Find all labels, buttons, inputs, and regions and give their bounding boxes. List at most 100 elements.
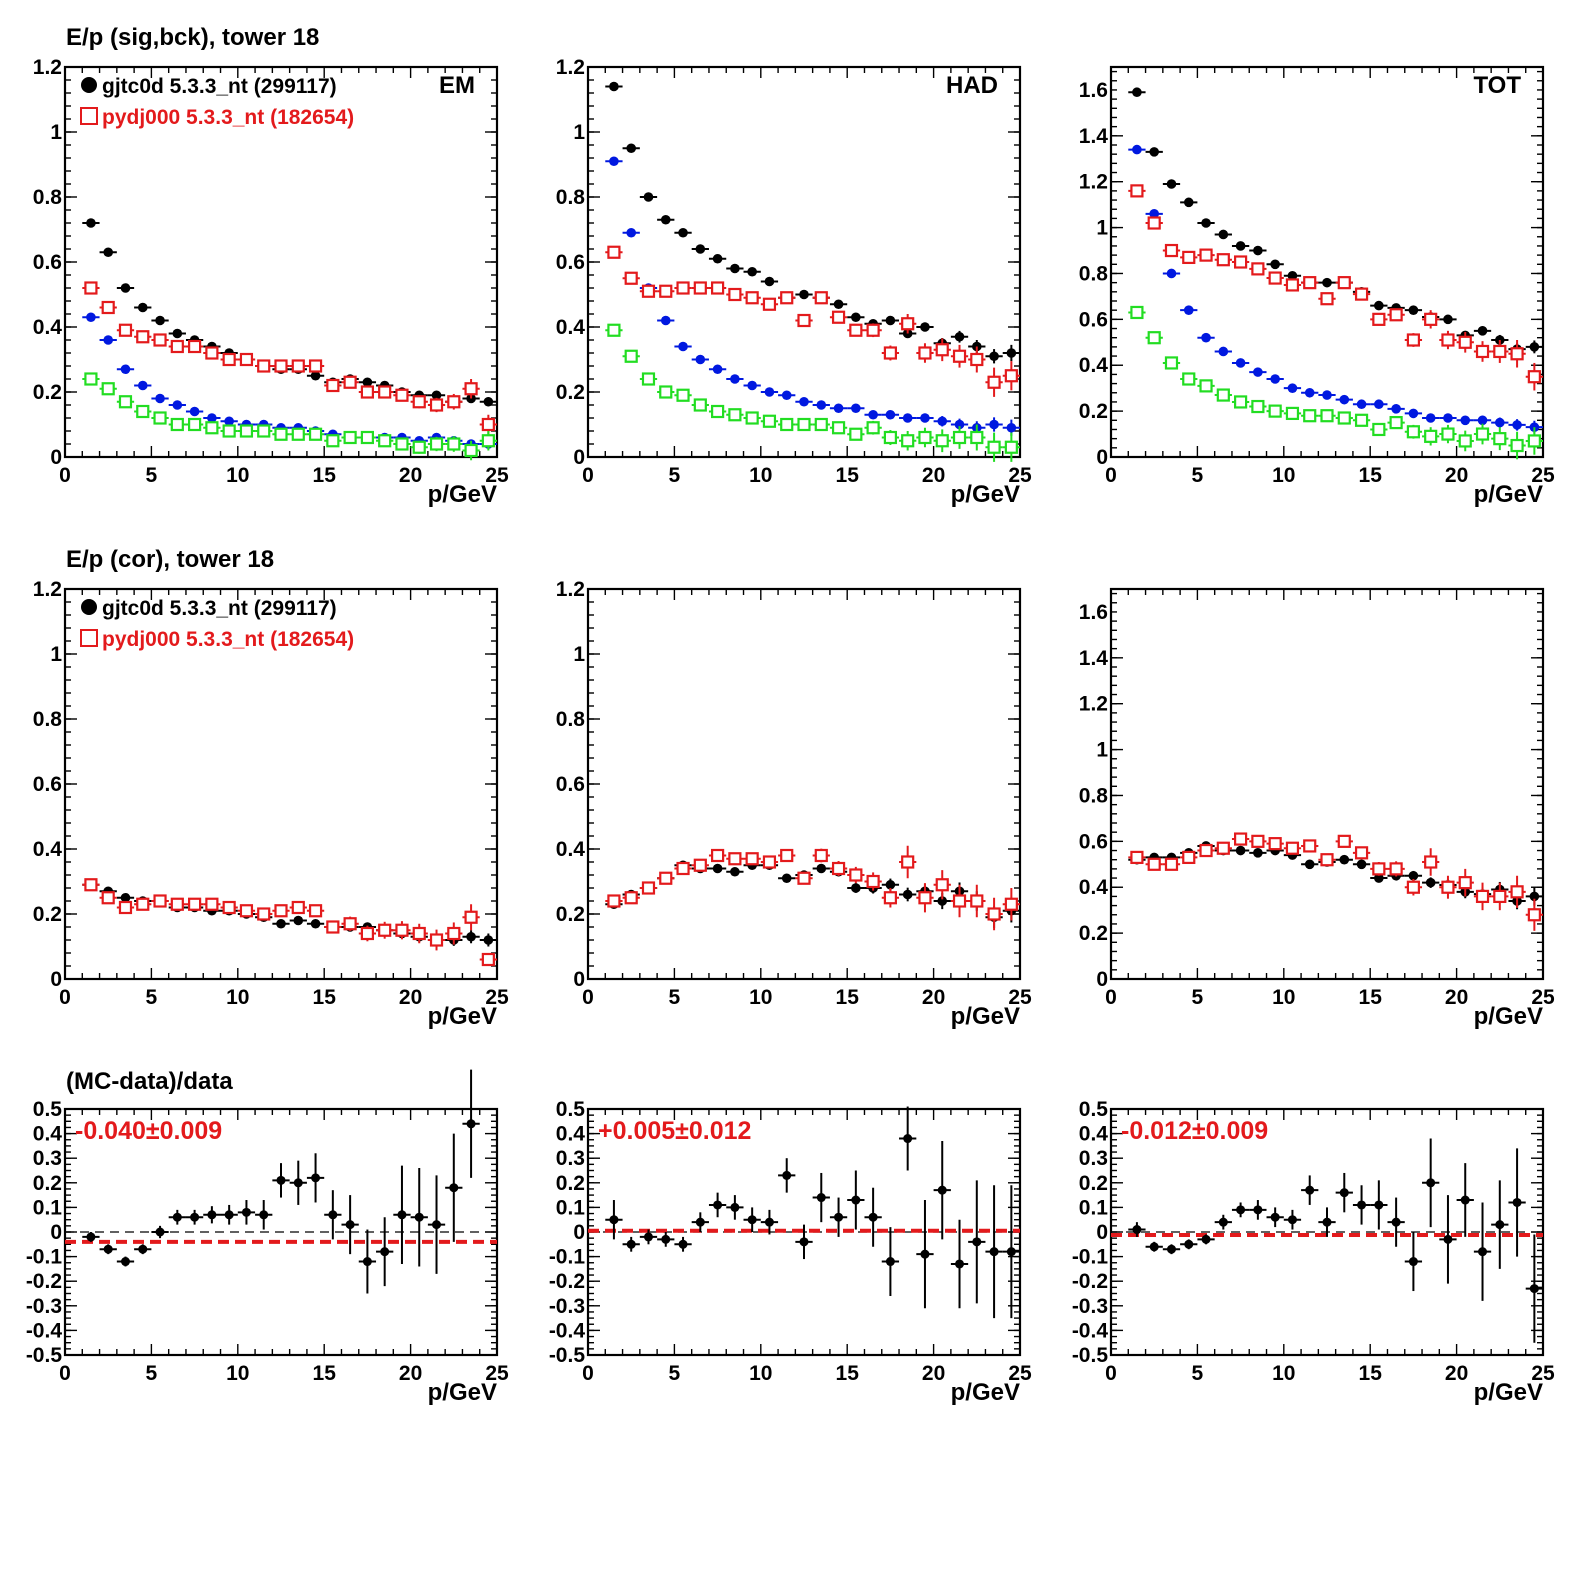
marker-open-square bbox=[1527, 434, 1541, 448]
row-title-ratio: (MC-data)/data bbox=[66, 1068, 233, 1095]
x-tick-label: 25 bbox=[1008, 1362, 1032, 1385]
marker-open-square bbox=[1233, 255, 1248, 269]
x-tick-label: 25 bbox=[485, 464, 509, 487]
data-point bbox=[445, 1133, 463, 1242]
marker-filled-circle bbox=[712, 253, 723, 264]
data-point bbox=[1145, 1241, 1163, 1252]
marker-filled-circle bbox=[224, 416, 234, 427]
data-point bbox=[829, 1197, 848, 1237]
data-point bbox=[1145, 216, 1163, 230]
data-point bbox=[1249, 1200, 1267, 1220]
data-point bbox=[1352, 1185, 1371, 1225]
data-point bbox=[657, 284, 675, 298]
marker-open-square bbox=[659, 871, 673, 885]
data-point bbox=[1231, 255, 1250, 269]
data-point bbox=[760, 276, 779, 287]
y-tick-label: 0 bbox=[50, 446, 62, 469]
y-tick-label: 0.4 bbox=[556, 1123, 586, 1146]
marker-filled-circle bbox=[1426, 1178, 1436, 1188]
y-tick-label: 0.8 bbox=[1079, 784, 1109, 807]
marker-filled-circle bbox=[937, 416, 948, 427]
marker-filled-circle bbox=[1495, 417, 1505, 428]
data-point bbox=[622, 227, 640, 238]
y-tick-label: 0 bbox=[573, 968, 585, 991]
marker-filled-circle bbox=[1235, 358, 1246, 368]
marker-open-square bbox=[1337, 834, 1351, 848]
data-point bbox=[1508, 340, 1526, 368]
marker-filled-circle bbox=[1408, 305, 1419, 315]
x-axis-label: p/GeV bbox=[1474, 1379, 1543, 1406]
series-red bbox=[1128, 184, 1543, 391]
data-point bbox=[376, 434, 394, 448]
marker-filled-circle bbox=[747, 1215, 757, 1225]
marker-filled-circle bbox=[449, 1183, 459, 1193]
data-point bbox=[1301, 387, 1319, 398]
x-tick-label: 15 bbox=[313, 1362, 337, 1385]
marker-open-square bbox=[136, 330, 150, 344]
data-point bbox=[1145, 147, 1163, 157]
data-point bbox=[795, 313, 813, 328]
legend: gjtc0d 5.3.3_nt (299117) pydj000 5.3.3_nt… bbox=[80, 75, 354, 129]
data-point bbox=[1283, 270, 1302, 281]
marker-open-square bbox=[641, 881, 656, 895]
data-point bbox=[1162, 268, 1181, 279]
data-point bbox=[760, 297, 779, 311]
marker-filled-circle bbox=[1184, 1239, 1194, 1249]
y-tick-label: 0.5 bbox=[1079, 1098, 1109, 1121]
x-tick-label: 10 bbox=[1272, 1362, 1295, 1385]
data-point bbox=[743, 266, 761, 277]
marker-open-square bbox=[831, 421, 846, 435]
marker-filled-circle bbox=[920, 413, 930, 423]
marker-open-square bbox=[257, 424, 271, 438]
marker-open-square bbox=[814, 848, 828, 863]
data-point bbox=[985, 897, 1003, 931]
series-green bbox=[82, 372, 497, 461]
marker-filled-circle bbox=[920, 322, 930, 332]
data-point bbox=[410, 395, 428, 409]
marker-open-square bbox=[883, 891, 898, 905]
data-point bbox=[622, 891, 640, 905]
data-point bbox=[203, 897, 221, 911]
marker-filled-circle bbox=[799, 1237, 809, 1247]
data-point bbox=[933, 338, 951, 362]
marker-filled-circle bbox=[1356, 859, 1367, 870]
fit-result: +0.005±0.012 bbox=[598, 1117, 751, 1145]
marker-filled-circle bbox=[1201, 1234, 1211, 1244]
marker-filled-circle bbox=[1006, 348, 1017, 358]
marker-filled-circle bbox=[1495, 1220, 1505, 1230]
marker-open-square bbox=[1130, 184, 1144, 198]
marker-open-square bbox=[378, 923, 392, 937]
marker-filled-circle bbox=[1166, 268, 1177, 279]
y-tick-label: 0 bbox=[573, 446, 585, 469]
marker-open-square bbox=[343, 430, 357, 445]
x-axis-label: p/GeV bbox=[428, 1379, 497, 1406]
marker-open-square bbox=[693, 858, 707, 872]
data-point bbox=[622, 271, 640, 285]
data-point bbox=[324, 1190, 342, 1240]
x-tick-label: 5 bbox=[669, 464, 681, 487]
marker-filled-circle bbox=[1201, 332, 1211, 343]
marker-filled-circle bbox=[661, 1234, 671, 1244]
data-point bbox=[1491, 340, 1509, 363]
marker-filled-circle bbox=[120, 1257, 130, 1267]
panel-r0-c0: 0 5 10 15 20 25p/GeV 0 0.2 0.4 0.6 0.8 1 1.2 EM gjtc0d… bbox=[33, 56, 509, 508]
data-point bbox=[168, 417, 186, 432]
marker-filled-circle bbox=[276, 918, 286, 929]
data-point bbox=[168, 339, 186, 354]
series-black-ratio bbox=[82, 1069, 480, 1294]
data-point bbox=[237, 904, 256, 918]
legend: gjtc0d 5.3.3_nt (299117) pydj000 5.3.3_nt… bbox=[80, 597, 354, 651]
data-point bbox=[1318, 1207, 1336, 1237]
series-black-ratio bbox=[605, 1106, 1020, 1319]
data-point bbox=[1249, 848, 1267, 858]
marker-filled-circle bbox=[678, 227, 688, 238]
series-black bbox=[1128, 87, 1543, 355]
marker-open-square bbox=[1004, 897, 1018, 911]
marker-filled-circle bbox=[431, 390, 442, 401]
marker-open-square bbox=[624, 891, 638, 905]
data-point bbox=[1266, 259, 1284, 270]
data-point bbox=[1266, 1207, 1284, 1228]
marker-filled-circle bbox=[362, 1257, 372, 1267]
marker-open-square bbox=[118, 395, 133, 409]
marker-open-square bbox=[1182, 850, 1196, 865]
